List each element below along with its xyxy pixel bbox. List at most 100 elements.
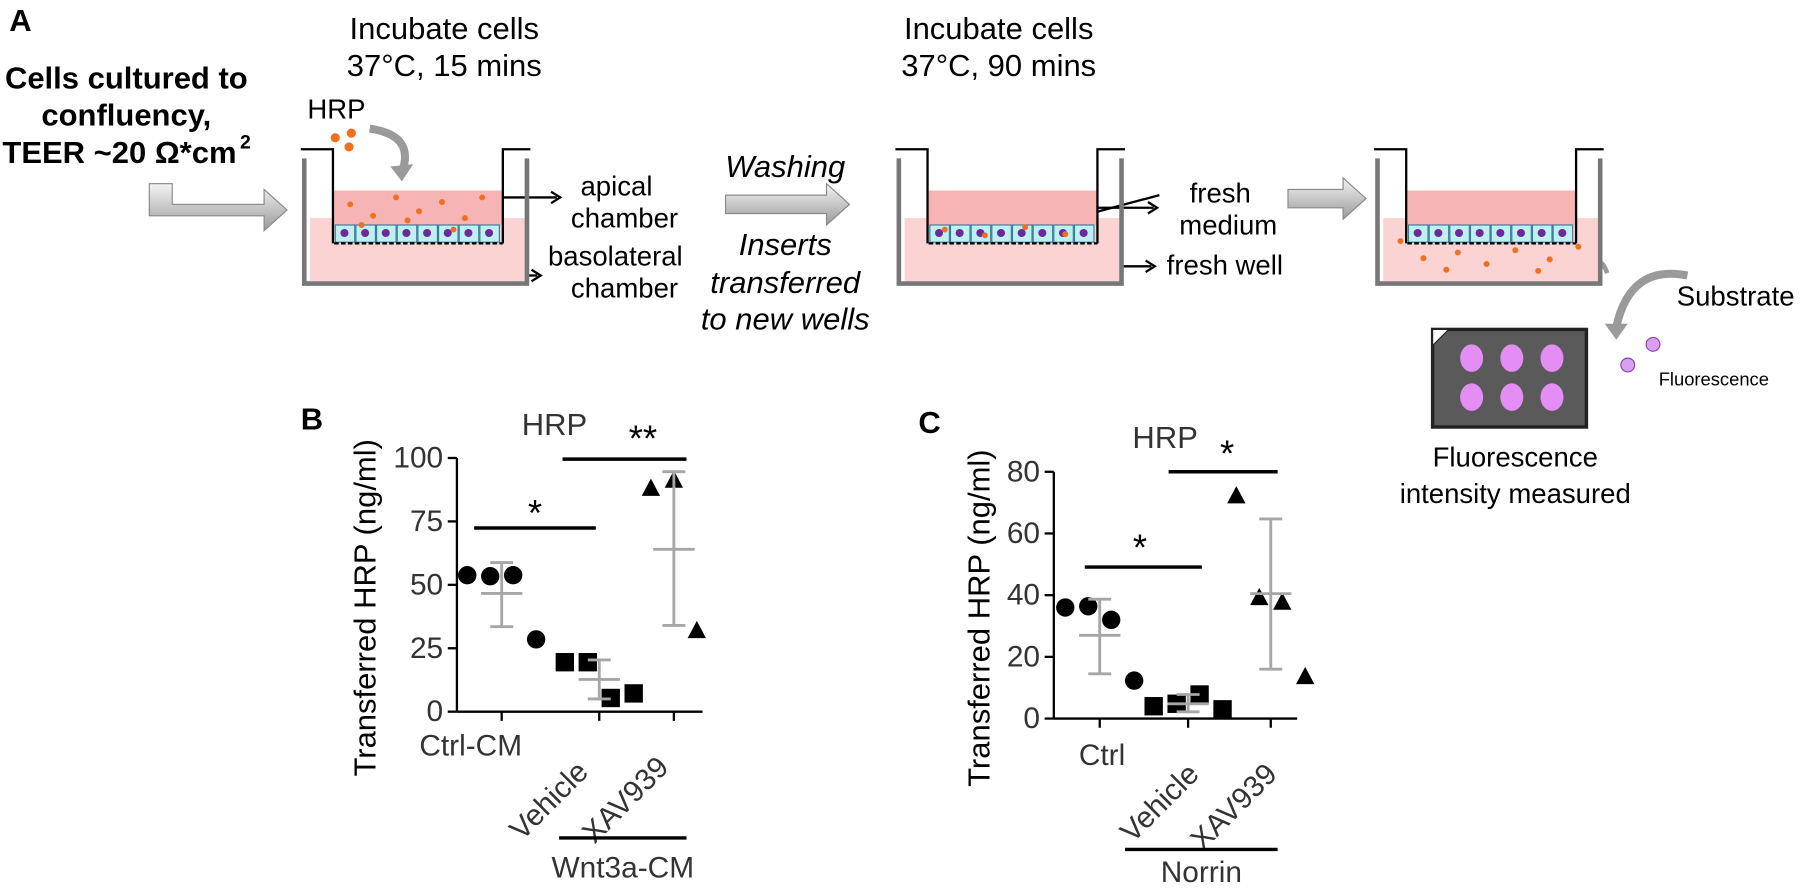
significance-label: * [1220,433,1234,474]
well-label: fresh well [1167,250,1283,281]
apical-medium [1407,190,1577,225]
step-title: Incubate cells [350,11,539,46]
nucleus [1496,228,1505,238]
plate-wells [1460,344,1564,411]
nucleus [1537,228,1546,238]
chamber-label: chamber [571,203,678,234]
outer-well [1375,158,1603,286]
nucleus [1558,228,1567,238]
hrp-dot [416,208,423,215]
hrp-dot [981,232,988,239]
nucleus [935,228,944,238]
nucleus [1434,228,1443,238]
hrp-dot [393,194,400,201]
nucleus [1413,228,1422,238]
hrp-dot [1575,243,1582,250]
panel-label: B [301,401,323,436]
hrp-dot [1397,238,1404,245]
nucleus [402,228,411,238]
y-tick-label: 80 [1007,455,1040,488]
significance-label: ** [629,418,658,459]
data-point [1102,610,1121,630]
chamber-label: chamber [571,273,678,304]
arrow [1287,176,1367,221]
insert [1374,148,1604,244]
medium-label: medium [1179,209,1277,240]
data-point [687,620,707,639]
start-text: confluency, [41,97,211,132]
x-tick-label: XAV939 [576,751,675,850]
hrp-dot [1546,256,1553,263]
hrp-dot [330,133,340,143]
nucleus [955,228,964,238]
nucleus [1516,228,1526,238]
hrp-dot [1420,255,1427,262]
y-tick-label: 75 [410,505,443,538]
chart-title: HRP [1132,420,1197,455]
plate-corner [1432,328,1451,347]
hrp-dot [461,215,468,222]
step-text: Washing [725,149,845,184]
medium-label: fresh [1190,177,1251,208]
x-tick-label: XAV939 [1184,757,1283,856]
group-label: Wnt3a-CM [552,851,695,884]
data-point [1144,697,1163,716]
data-point [1056,598,1075,617]
hrp-dot [1483,261,1490,267]
nucleus [381,228,390,238]
chamber-label: apical [581,170,653,201]
step-title: 37°C, 15 mins [347,48,542,83]
fluorescence-label: Fluorescence [1659,368,1769,389]
y-tick-label: 0 [427,695,444,728]
hrp-dot [370,212,377,219]
diagram: A Incubate cells 37°C, 15 mins Cells cul… [2,3,1794,509]
apical-medium [928,190,1098,225]
hrp-dot [344,142,354,152]
step-title: 37°C, 90 mins [901,48,1096,83]
transwell [895,148,1125,286]
y-tick-label: 0 [1023,702,1040,735]
step-text: to new wells [701,302,870,337]
data-point [555,653,575,672]
arrow [390,164,414,182]
insert [895,148,1125,244]
start-text: Cells cultured to [5,61,248,96]
arrow [148,183,288,233]
transwell [300,148,531,286]
y-axis-label: Transferred HRP (ng/ml) [348,439,383,776]
panel-label: A [9,3,31,38]
nucleus [1454,228,1464,238]
data-point [481,567,500,586]
fluorophores [1620,336,1661,373]
data-point [624,684,643,703]
data-point [1296,666,1315,685]
hrp-dot [1535,267,1542,274]
hrp-dot [358,221,365,228]
data-point [1079,597,1098,616]
step-text: Inserts [739,227,832,262]
panel-label: C [918,405,940,440]
data-point [578,653,597,672]
chamber-label: basolateral [548,240,683,271]
transwell [1374,148,1604,286]
hrp-dot [450,226,457,233]
data-point [458,566,477,585]
data-point [1124,671,1144,690]
nucleus [1017,228,1026,238]
hrp-dot [347,201,354,208]
y-tick-label: 20 [1007,640,1040,673]
y-tick-label: 40 [1007,579,1040,612]
hrp-dot [1443,266,1450,273]
insert [300,148,531,244]
outer-well [896,158,1124,286]
y-tick-label: 60 [1007,517,1040,550]
nucleus [485,228,494,238]
outer-well [301,158,530,286]
y-tick-label: 25 [410,632,443,665]
hrp-dot [404,217,411,224]
superscript: 2 [240,131,251,153]
arrow [1604,323,1628,340]
